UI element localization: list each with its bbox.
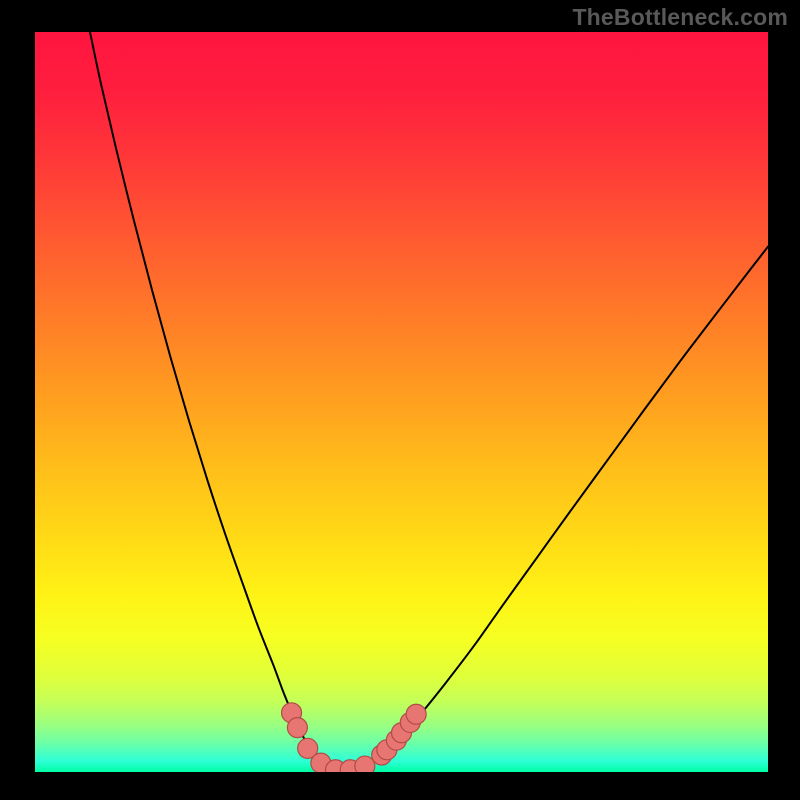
data-marker (406, 704, 426, 724)
gradient-background (35, 32, 768, 772)
watermark-text: TheBottleneck.com (572, 4, 788, 31)
data-marker (287, 718, 307, 738)
